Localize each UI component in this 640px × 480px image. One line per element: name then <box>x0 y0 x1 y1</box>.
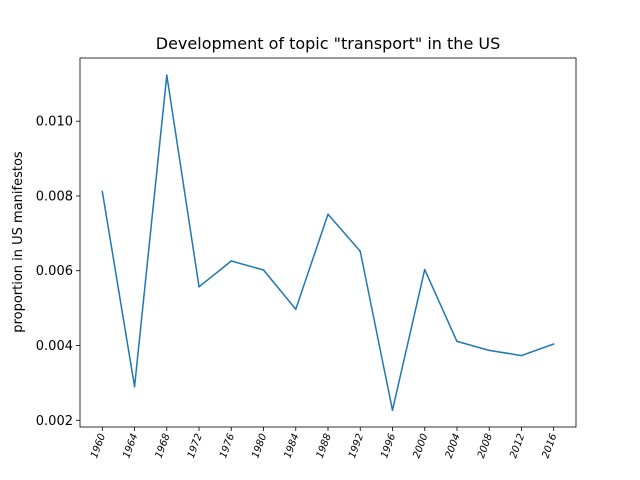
data-point <box>327 213 329 216</box>
data-point <box>262 269 265 271</box>
x-tick-label: 2012 <box>508 432 527 460</box>
data-point <box>101 190 104 193</box>
chart-title: Development of topic "transport" in the … <box>156 34 500 53</box>
y-tick-label: 0.004 <box>36 339 73 354</box>
data-point <box>359 250 362 253</box>
y-tick-label: 0.008 <box>36 189 73 204</box>
x-tick-label: 1984 <box>283 432 302 460</box>
x-tick-label: 1976 <box>218 432 237 460</box>
x-tick-label: 2016 <box>540 432 559 460</box>
data-point <box>552 343 555 345</box>
plot-area: 0.002 0.004 0.006 0.008 0.010 1960 1964 1968 197… <box>36 57 577 460</box>
data-point <box>294 308 297 311</box>
data-point <box>391 409 394 411</box>
x-tick-label: 1960 <box>89 432 108 460</box>
y-tick-label: 0.010 <box>36 115 73 130</box>
x-tick-label: 2004 <box>444 432 463 460</box>
x-tick-label: 1996 <box>379 432 398 460</box>
data-point <box>133 385 136 388</box>
plot-frame <box>79 57 577 428</box>
y-tick-label: 0.002 <box>36 414 73 429</box>
x-tick-label: 2008 <box>476 432 495 460</box>
data-point <box>166 74 168 76</box>
data-point <box>423 268 426 271</box>
series-line <box>101 74 554 411</box>
data-point <box>488 349 491 352</box>
x-tick-label: 1980 <box>250 432 269 460</box>
x-tick-label: 1988 <box>315 432 334 460</box>
data-point <box>456 340 458 343</box>
x-tick-label: 1972 <box>186 432 205 460</box>
x-tick-label: 2000 <box>411 432 430 460</box>
y-axis-label: proportion in US manifestos <box>11 151 26 333</box>
x-tick-label: 1992 <box>347 432 366 460</box>
data-point <box>198 286 200 288</box>
data-point <box>520 354 523 357</box>
x-tick-label: 1964 <box>121 432 140 460</box>
x-tick-label: 1968 <box>154 432 173 460</box>
data-point <box>230 260 233 262</box>
y-tick-label: 0.006 <box>36 264 73 279</box>
